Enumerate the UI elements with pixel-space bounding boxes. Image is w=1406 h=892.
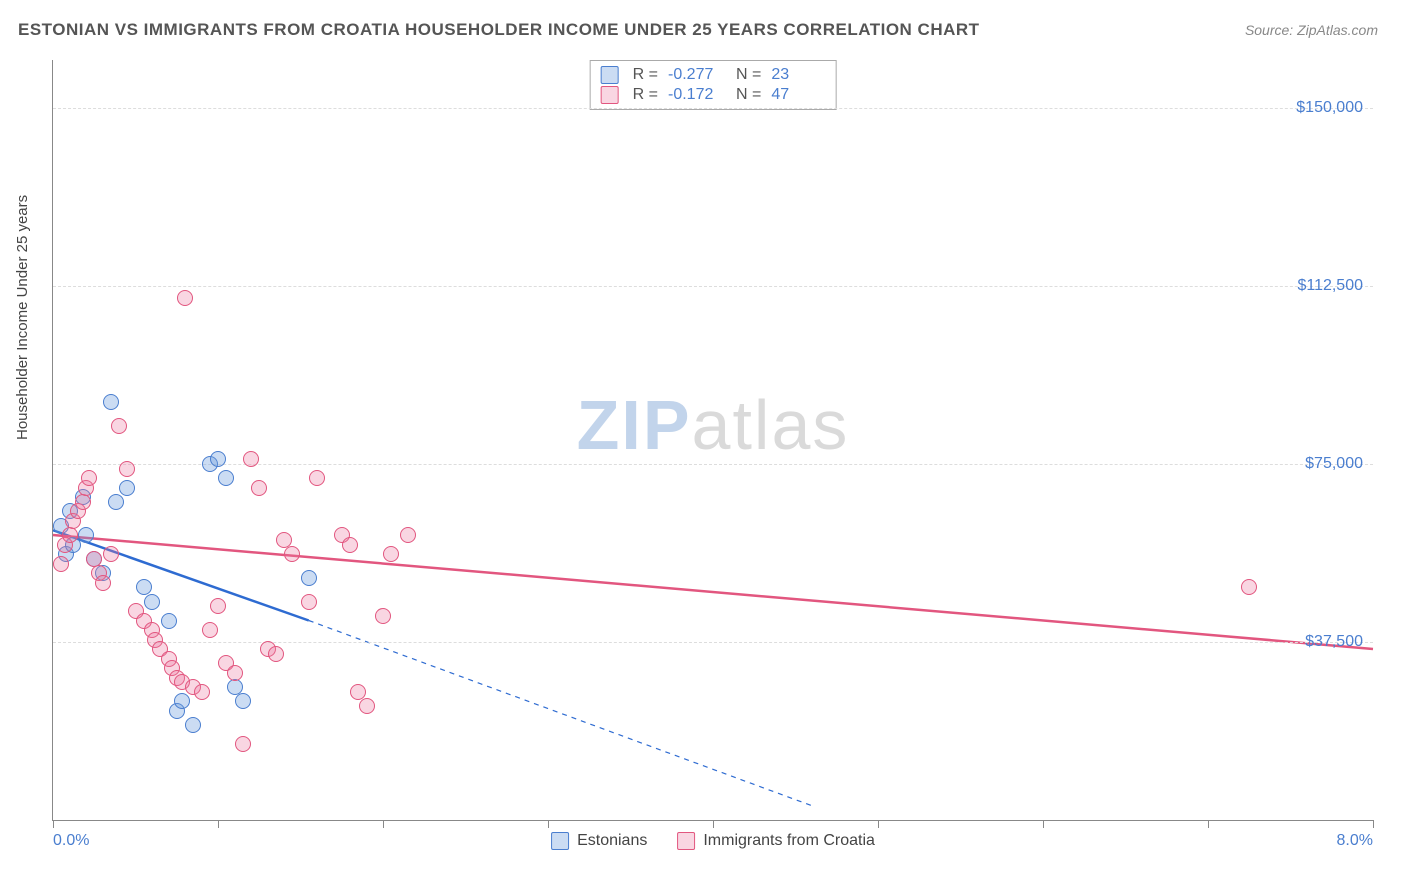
x-axis-max-label: 8.0% — [1337, 832, 1373, 850]
stats-row-croatia: R = -0.172 N = 47 — [601, 85, 826, 105]
x-tick — [1043, 820, 1044, 828]
data-point-croatia — [119, 461, 135, 477]
data-point-estonians — [235, 693, 251, 709]
data-point-estonians — [78, 527, 94, 543]
data-point-estonians — [218, 470, 234, 486]
data-point-croatia — [243, 451, 259, 467]
data-point-estonians — [185, 717, 201, 733]
data-point-croatia — [383, 546, 399, 562]
data-point-croatia — [400, 527, 416, 543]
r-label: R = — [633, 86, 658, 104]
data-point-croatia — [177, 290, 193, 306]
data-point-croatia — [202, 622, 218, 638]
data-point-croatia — [251, 480, 267, 496]
legend-item-estonians: Estonians — [551, 832, 647, 850]
data-point-croatia — [75, 494, 91, 510]
x-tick — [383, 820, 384, 828]
x-tick — [713, 820, 714, 828]
x-tick — [548, 820, 549, 828]
legend-label-estonians: Estonians — [577, 832, 647, 850]
swatch-croatia — [677, 832, 695, 850]
data-point-croatia — [342, 537, 358, 553]
data-point-croatia — [375, 608, 391, 624]
data-point-croatia — [111, 418, 127, 434]
x-tick — [878, 820, 879, 828]
swatch-estonians — [551, 832, 569, 850]
y-axis-title: Householder Income Under 25 years — [14, 195, 31, 440]
legend-label-croatia: Immigrants from Croatia — [703, 832, 875, 850]
y-tick-label: $112,500 — [1297, 277, 1363, 295]
legend-item-croatia: Immigrants from Croatia — [677, 832, 875, 850]
gridline — [53, 108, 1373, 109]
r-label: R = — [633, 66, 658, 84]
swatch-croatia — [601, 86, 619, 104]
swatch-estonians — [601, 66, 619, 84]
data-point-estonians — [301, 570, 317, 586]
data-point-estonians — [119, 480, 135, 496]
data-point-croatia — [62, 527, 78, 543]
chart-title: ESTONIAN VS IMMIGRANTS FROM CROATIA HOUS… — [18, 20, 980, 40]
gridline — [53, 642, 1373, 643]
data-point-croatia — [268, 646, 284, 662]
data-point-croatia — [309, 470, 325, 486]
plot-area: ZIPatlas R = -0.277 N = 23 R = -0.172 N … — [52, 60, 1373, 821]
bottom-legend: Estonians Immigrants from Croatia — [551, 832, 875, 850]
r-value-croatia: -0.172 — [668, 86, 722, 104]
data-point-estonians — [161, 613, 177, 629]
y-tick-label: $75,000 — [1305, 455, 1363, 473]
stats-legend-box: R = -0.277 N = 23 R = -0.172 N = 47 — [590, 60, 837, 110]
n-value-estonians: 23 — [771, 66, 825, 84]
data-point-croatia — [103, 546, 119, 562]
chart-container: ESTONIAN VS IMMIGRANTS FROM CROATIA HOUS… — [0, 0, 1406, 892]
data-point-croatia — [194, 684, 210, 700]
data-point-croatia — [227, 665, 243, 681]
x-axis-min-label: 0.0% — [53, 832, 89, 850]
data-point-estonians — [144, 594, 160, 610]
n-label: N = — [736, 86, 761, 104]
data-point-croatia — [301, 594, 317, 610]
source-label: Source: ZipAtlas.com — [1245, 22, 1378, 38]
r-value-estonians: -0.277 — [668, 66, 722, 84]
trend-lines-layer — [53, 60, 1373, 820]
y-tick-label: $150,000 — [1296, 99, 1363, 117]
n-value-croatia: 47 — [771, 86, 825, 104]
data-point-croatia — [53, 556, 69, 572]
data-point-croatia — [210, 598, 226, 614]
data-point-estonians — [108, 494, 124, 510]
data-point-croatia — [81, 470, 97, 486]
data-point-estonians — [103, 394, 119, 410]
x-tick — [1208, 820, 1209, 828]
trend-line-extrapolated-estonians — [309, 621, 812, 806]
y-tick-label: $37,500 — [1305, 633, 1363, 651]
data-point-croatia — [284, 546, 300, 562]
data-point-estonians — [174, 693, 190, 709]
stats-row-estonians: R = -0.277 N = 23 — [601, 65, 826, 85]
data-point-croatia — [95, 575, 111, 591]
x-tick — [218, 820, 219, 828]
data-point-croatia — [1241, 579, 1257, 595]
trend-line-croatia — [53, 535, 1373, 649]
x-tick — [53, 820, 54, 828]
n-label: N = — [736, 66, 761, 84]
x-tick — [1373, 820, 1374, 828]
data-point-croatia — [235, 736, 251, 752]
data-point-estonians — [210, 451, 226, 467]
data-point-croatia — [359, 698, 375, 714]
gridline — [53, 286, 1373, 287]
